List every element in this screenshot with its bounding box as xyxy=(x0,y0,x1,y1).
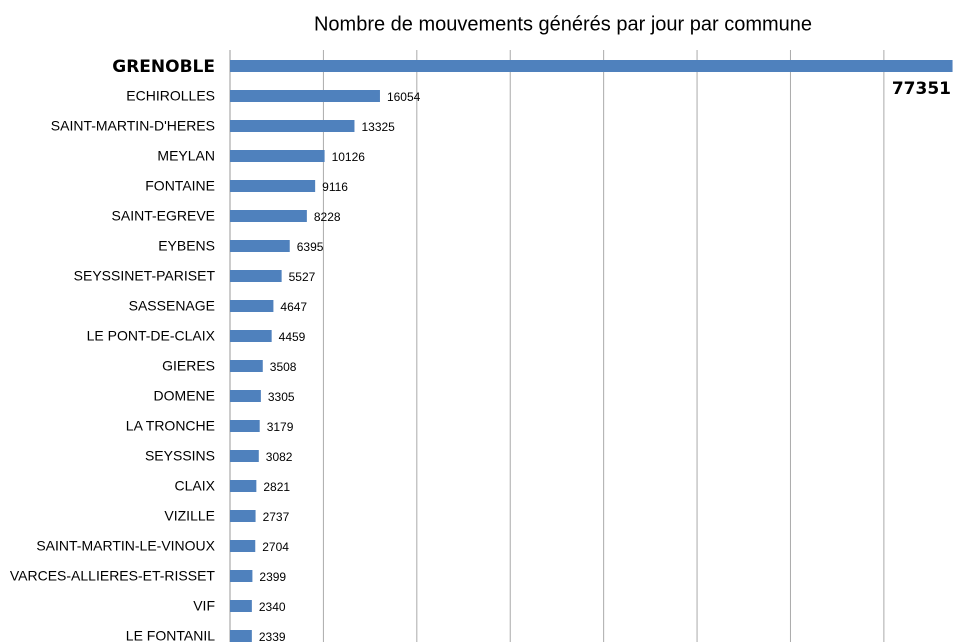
bar xyxy=(230,630,252,642)
bar xyxy=(230,420,260,432)
value-label: 3305 xyxy=(268,390,295,404)
value-label: 5527 xyxy=(289,270,316,284)
bar xyxy=(230,360,263,372)
y-tick-label: VIF xyxy=(193,598,215,614)
y-tick-label: MEYLAN xyxy=(157,148,215,164)
y-tick-label: LE FONTANIL xyxy=(126,628,215,642)
value-label: 2704 xyxy=(262,540,289,554)
y-tick-label: FONTAINE xyxy=(145,178,215,194)
bar xyxy=(230,120,355,132)
value-label: 9116 xyxy=(322,180,348,194)
y-tick-label: SAINT-EGREVE xyxy=(112,208,215,224)
bar xyxy=(230,510,256,522)
bar xyxy=(230,330,272,342)
value-label: 8228 xyxy=(314,210,341,224)
y-tick-label: SAINT-MARTIN-LE-VINOUX xyxy=(36,538,215,554)
value-label: 2399 xyxy=(259,570,286,584)
y-tick-label: CLAIX xyxy=(175,478,216,494)
value-label: 16054 xyxy=(387,90,421,104)
bar xyxy=(230,240,290,252)
bar xyxy=(230,540,256,552)
value-label: 2821 xyxy=(263,480,290,494)
bar xyxy=(230,450,259,462)
chart-title: Nombre de mouvements générés par jour pa… xyxy=(314,13,812,35)
bar xyxy=(230,300,274,312)
bar xyxy=(230,180,316,192)
y-tick-label: VIZILLE xyxy=(164,508,215,524)
y-tick-label: SEYSSINET-PARISET xyxy=(74,268,216,284)
value-label: 13325 xyxy=(361,120,395,134)
y-tick-label: DOMENE xyxy=(154,388,215,404)
bar xyxy=(230,570,253,582)
y-tick-label: EYBENS xyxy=(158,238,215,254)
y-tick-label: GRENOBLE xyxy=(112,57,215,77)
value-label: 2340 xyxy=(259,600,286,614)
bar xyxy=(230,210,307,222)
value-label: 3179 xyxy=(267,420,294,434)
value-label: 6395 xyxy=(297,240,324,254)
y-tick-label: LA TRONCHE xyxy=(126,418,215,434)
value-label: 2737 xyxy=(263,510,290,524)
bar xyxy=(230,150,325,162)
value-label: 3508 xyxy=(270,360,297,374)
y-tick-label: ECHIROLLES xyxy=(126,88,215,104)
value-label: 77351 xyxy=(892,79,951,99)
y-tick-label: SASSENAGE xyxy=(129,298,215,314)
value-label: 3082 xyxy=(266,450,293,464)
bar xyxy=(230,390,261,402)
y-tick-label: VARCES-ALLIERES-ET-RISSET xyxy=(10,568,216,584)
value-label: 4647 xyxy=(280,300,307,314)
value-label: 4459 xyxy=(279,330,306,344)
bar xyxy=(230,600,252,612)
bar xyxy=(230,90,380,102)
y-tick-label: SEYSSINS xyxy=(145,448,215,464)
bar xyxy=(230,480,257,492)
bar xyxy=(230,270,282,282)
y-tick-label: GIERES xyxy=(162,358,215,374)
y-tick-label: SAINT-MARTIN-D'HERES xyxy=(51,118,215,134)
value-label: 10126 xyxy=(332,150,366,164)
value-label: 2339 xyxy=(259,630,286,642)
y-tick-label: LE PONT-DE-CLAIX xyxy=(87,328,216,344)
bar xyxy=(230,60,953,72)
